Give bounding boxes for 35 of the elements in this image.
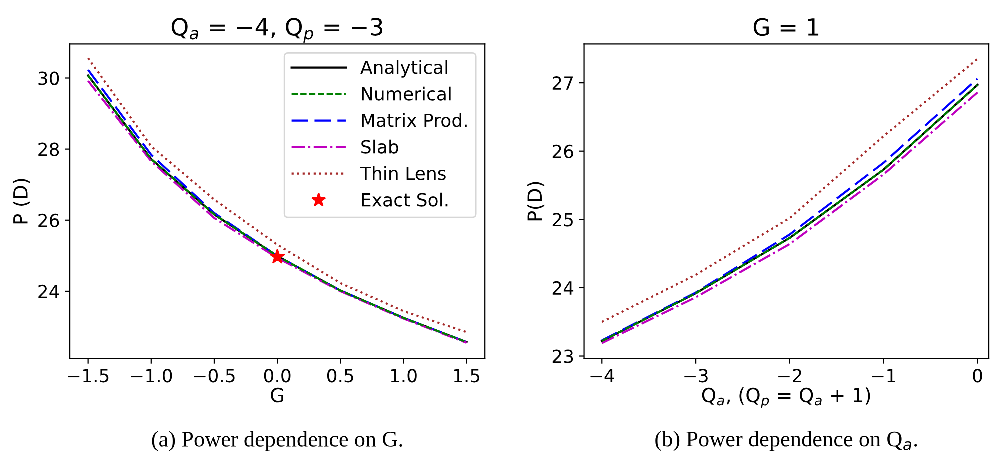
x-tick-label: −4	[590, 369, 614, 382]
x-tick-label: 0.0	[264, 369, 291, 383]
chart-title: G = 1	[754, 18, 819, 36]
legend-label: Analytical	[360, 60, 448, 78]
y-axis-title: P(D)	[527, 182, 545, 221]
legend-label: Matrix Prod.	[362, 113, 467, 128]
x-axis-title: G	[271, 388, 284, 403]
x-tick-label: −1.5	[68, 369, 109, 383]
legend-label: Slab	[362, 140, 398, 154]
y-tick-label: 28	[38, 142, 60, 156]
text: (b) Power dependence on Q$_{a}$.	[656, 431, 918, 452]
y-tick-label: 27	[552, 76, 574, 90]
x-tick-label: 1.5	[454, 369, 480, 383]
y-tick-label: 26	[552, 144, 574, 158]
x-tick-label: 0.5	[327, 369, 354, 383]
text: (a) Power dependence on G.	[152, 431, 402, 452]
y-tick-label: 25	[552, 213, 573, 227]
x-tick-label: −3	[684, 369, 708, 383]
y-tick-label: 30	[38, 72, 60, 86]
x-tick-label: −1	[872, 369, 896, 382]
chart-title: Q$_{a}$ = −4, Q$_{p}$ = −3	[172, 18, 382, 43]
x-tick-label: −0.5	[194, 369, 235, 383]
x-tick-label: −1.0	[131, 369, 172, 383]
x-tick-label: 1.0	[391, 369, 417, 383]
x-tick-label: 0	[973, 369, 982, 383]
x-tick-label: −2	[778, 369, 802, 382]
x-axis-title: Q$_{a}$, (Q$_{p}$ = Q$_{a}$ + 1)	[702, 388, 870, 408]
legend-label: Numerical	[362, 86, 451, 101]
y-axis-title: P (D)	[12, 179, 30, 224]
y-tick-label: 23	[552, 350, 574, 364]
legend-label: Exact Sol.	[362, 192, 448, 207]
legend-label: Thin Lens	[360, 166, 446, 180]
y-tick-label: 24	[38, 284, 60, 298]
y-tick-label: 26	[38, 214, 60, 228]
y-tick-label: 24	[552, 281, 574, 295]
